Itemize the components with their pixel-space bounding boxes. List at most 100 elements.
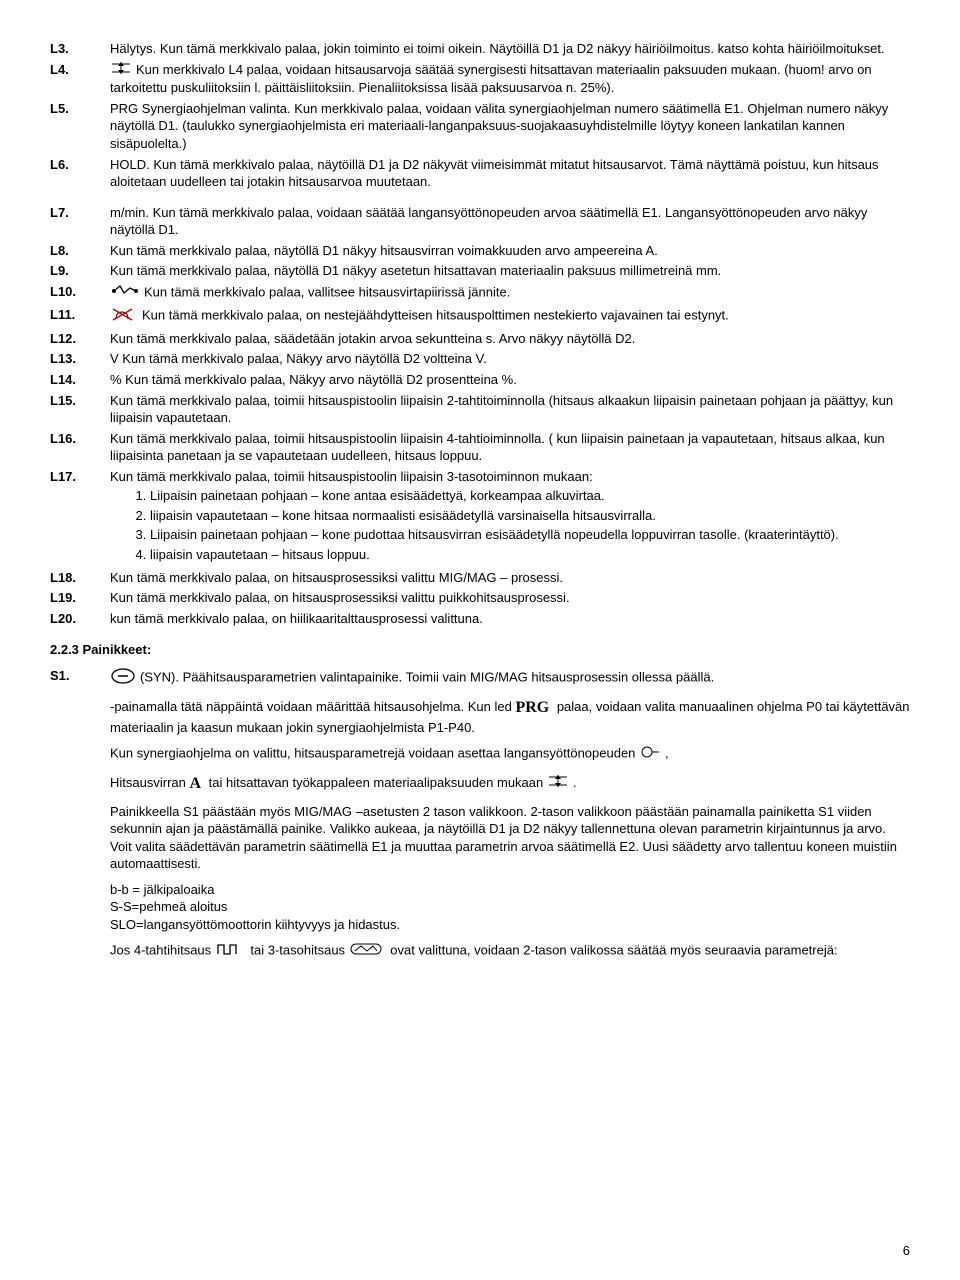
item-L10: L10. Kun tämä merkkivalo palaa, vallitsee…	[50, 283, 910, 304]
thickness-icon	[110, 61, 132, 80]
item-L11: L11. Kun tämä merkkivalo palaa, on nestej…	[50, 306, 910, 327]
text-L4: Kun merkkivalo L4 palaa, voidaan hitsaus…	[110, 61, 910, 97]
text-L14-span: % Kun tämä merkkivalo palaa, Näkyy arvo …	[110, 372, 517, 387]
label-L13: L13.	[50, 350, 110, 368]
p2b: ,	[665, 746, 669, 761]
label-L6: L6.	[50, 156, 110, 191]
item-L12: L12.Kun tämä merkkivalo palaa, säädetään…	[50, 330, 910, 348]
item-S1: S1. (SYN). Päähitsausparametrien valintap…	[50, 667, 910, 690]
wirefeed-icon	[639, 744, 661, 765]
item-L15: L15.Kun tämä merkkivalo palaa, toimii hi…	[50, 392, 910, 427]
list-L17-3: Liipaisin painetaan pohjaan – kone pudot…	[150, 526, 910, 544]
text-L4-span: Kun merkkivalo L4 palaa, voidaan hitsaus…	[110, 62, 872, 96]
para-1: -painamalla tätä näppäintä voidaan määri…	[110, 697, 910, 736]
text-L17: Kun tämä merkkivalo palaa, toimii hitsau…	[110, 468, 910, 566]
text-L5: PRG Synergiaohjelman valinta. Kun merkki…	[110, 100, 910, 153]
text-L18: Kun tämä merkkivalo palaa, on hitsauspro…	[110, 569, 910, 587]
item-L3: L3.Hälytys. Kun tämä merkkivalo palaa, j…	[50, 40, 910, 58]
text-S1-span: (SYN). Päähitsausparametrien valintapain…	[140, 669, 714, 684]
label-L17: L17.	[50, 468, 110, 566]
para-7: SLO=langansyöttömoottorin kiihtyvyys ja …	[110, 916, 910, 934]
text-L20: kun tämä merkkivalo palaa, on hiilikaari…	[110, 610, 910, 628]
p3c: .	[573, 775, 577, 790]
item-L9: L9.Kun tämä merkkivalo palaa, näytöllä D…	[50, 262, 910, 280]
list-L17: Liipaisin painetaan pohjaan – kone antaa…	[150, 487, 910, 563]
label-L15: L15.	[50, 392, 110, 427]
para-8: Jos 4-tahtihitsaus tai 3-tasohitsaus ova…	[110, 941, 910, 962]
voltage-icon	[110, 283, 140, 304]
label-L9: L9.	[50, 262, 110, 280]
label-L8: L8.	[50, 242, 110, 260]
item-L17: L17.Kun tämä merkkivalo palaa, toimii hi…	[50, 468, 910, 566]
item-L20: L20.kun tämä merkkivalo palaa, on hiilik…	[50, 610, 910, 628]
p8c: ovat valittuna, voidaan 2-tason valikoss…	[387, 943, 838, 958]
item-L5: L5.PRG Synergiaohjelman valinta. Kun mer…	[50, 100, 910, 153]
item-L8: L8.Kun tämä merkkivalo palaa, näytöllä D…	[50, 242, 910, 260]
label-L4: L4.	[50, 61, 110, 97]
4stroke-icon	[215, 941, 243, 962]
para-3: Hitsausvirran A tai hitsattavan työkappa…	[110, 773, 910, 795]
item-L19: L19.Kun tämä merkkivalo palaa, on hitsau…	[50, 589, 910, 607]
item-L13: L13.V Kun tämä merkkivalo palaa, Näkyy a…	[50, 350, 910, 368]
current-icon: A	[189, 773, 201, 795]
coolant-icon	[110, 306, 138, 327]
label-L16-span: L16.	[50, 431, 76, 446]
item-L16: L16. Kun tämä merkkivalo palaa, toimii hi…	[50, 430, 910, 465]
p3b: tai hitsattavan työkappaleen materiaalip…	[205, 775, 547, 790]
p2a: Kun synergiaohjelma on valittu, hitsausp…	[110, 746, 639, 761]
text-L7-b: m/min. Kun tämä merkkivalo palaa, voidaa…	[110, 205, 867, 238]
label-L16: L16.	[50, 430, 110, 465]
p8b: tai 3-tasohitsaus	[247, 943, 349, 958]
label-L3: L3.	[50, 40, 110, 58]
prg-icon: PRG	[515, 697, 549, 719]
label-L12: L12.	[50, 330, 110, 348]
text-S1: (SYN). Päähitsausparametrien valintapain…	[110, 667, 910, 690]
page-number: 6	[903, 1242, 910, 1260]
label-L7: L7.	[50, 204, 110, 239]
list-L17-4: liipaisin vapautetaan – hitsaus loppuu.	[150, 546, 910, 564]
text-L7: m/min. Kun tämä merkkivalo palaa, voidaa…	[110, 204, 910, 239]
section-heading: 2.2.3 Painikkeet:	[50, 641, 910, 659]
text-L17-span: Kun tämä merkkivalo palaa, toimii hitsau…	[110, 469, 593, 484]
p3a: Hitsausvirran	[110, 775, 189, 790]
text-L8: Kun tämä merkkivalo palaa, näytöllä D1 n…	[110, 242, 910, 260]
text-L3: Hälytys. Kun tämä merkkivalo palaa, joki…	[110, 40, 910, 58]
label-L19: L19.	[50, 589, 110, 607]
text-L13-span: V Kun tämä merkkivalo palaa, Näkyy arvo …	[110, 351, 487, 366]
para-5: b-b = jälkipaloaika	[110, 881, 910, 899]
list-L17-2: liipaisin vapautetaan – kone hitsaa norm…	[150, 507, 910, 525]
text-L15: Kun tämä merkkivalo palaa, toimii hitsau…	[110, 392, 910, 427]
label-L5: L5.	[50, 100, 110, 153]
label-L14: L14.	[50, 371, 110, 389]
para-4: Painikkeella S1 päästään myös MIG/MAG –a…	[110, 803, 910, 873]
label-L10: L10.	[50, 283, 110, 304]
text-L19: Kun tämä merkkivalo palaa, on hitsauspro…	[110, 589, 910, 607]
label-L18: L18.	[50, 569, 110, 587]
item-L14: L14.% Kun tämä merkkivalo palaa, Näkyy a…	[50, 371, 910, 389]
text-L6: HOLD. Kun tämä merkkivalo palaa, näytöil…	[110, 156, 910, 191]
text-L10: Kun tämä merkkivalo palaa, vallitsee hit…	[110, 283, 910, 304]
label-S1: S1.	[50, 667, 110, 690]
text-L9: Kun tämä merkkivalo palaa, näytöllä D1 n…	[110, 262, 910, 280]
text-L13: V Kun tämä merkkivalo palaa, Näkyy arvo …	[110, 350, 910, 368]
label-L11: L11.	[50, 306, 110, 327]
item-L7: L7.m/min. Kun tämä merkkivalo palaa, voi…	[50, 204, 910, 239]
para-2: Kun synergiaohjelma on valittu, hitsausp…	[110, 744, 910, 765]
item-L6: L6.HOLD. Kun tämä merkkivalo palaa, näyt…	[50, 156, 910, 191]
item-L18: L18.Kun tämä merkkivalo palaa, on hitsau…	[50, 569, 910, 587]
text-L11: Kun tämä merkkivalo palaa, on nestejäähd…	[110, 306, 910, 327]
label-L20: L20.	[50, 610, 110, 628]
text-L10-span: Kun tämä merkkivalo palaa, vallitsee hit…	[144, 285, 510, 300]
text-L14: % Kun tämä merkkivalo palaa, Näkyy arvo …	[110, 371, 910, 389]
text-L12: Kun tämä merkkivalo palaa, säädetään jot…	[110, 330, 910, 348]
text-L11-span: Kun tämä merkkivalo palaa, on nestejäähd…	[142, 308, 729, 323]
3level-icon	[349, 941, 383, 962]
para-6: S-S=pehmeä aloitus	[110, 898, 910, 916]
p1a: -painamalla tätä näppäintä voidaan määri…	[110, 699, 515, 714]
item-L4: L4.Kun merkkivalo L4 palaa, voidaan hits…	[50, 61, 910, 97]
p8a: Jos 4-tahtihitsaus	[110, 943, 215, 958]
syn-icon	[110, 667, 136, 690]
list-L17-1: Liipaisin painetaan pohjaan – kone antaa…	[150, 487, 910, 505]
thickness-icon-2	[547, 774, 569, 793]
text-L16: Kun tämä merkkivalo palaa, toimii hitsau…	[110, 430, 910, 465]
